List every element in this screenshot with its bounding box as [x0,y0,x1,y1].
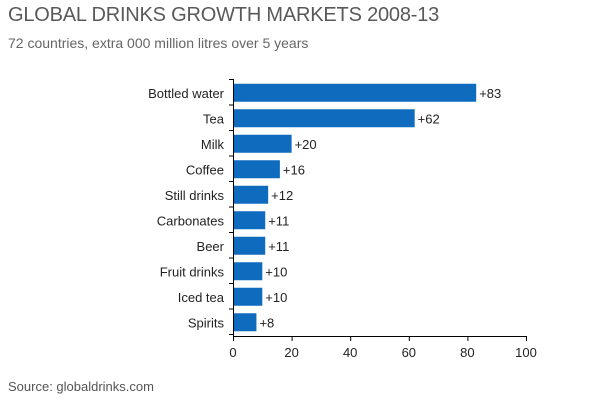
bar [233,109,415,128]
data-label: +16 [283,162,305,177]
source-note: Source: globaldrinks.com [8,379,154,394]
x-tick-label: 0 [229,345,236,360]
x-tick-label: 100 [515,345,537,360]
data-label: +11 [268,213,289,228]
category-label: Tea [203,111,225,126]
category-label: Spirits [188,315,225,330]
bar [233,211,266,230]
x-tick-label: 60 [402,345,416,360]
bars-group [233,83,477,332]
data-label: +12 [271,188,293,203]
category-label: Beer [197,239,225,254]
value-labels-group: +83 +62 +20 +16 +12 +11 +11 +10 +10 +8 [259,86,501,331]
category-label: Carbonates [157,213,225,228]
data-label: +20 [295,137,317,152]
category-label: Bottled water [148,86,225,101]
bar [233,83,477,102]
bar [233,185,269,204]
data-label: +10 [265,290,287,305]
data-label: +62 [418,111,440,126]
category-labels-group: Bottled water Tea Milk Coffee Still drinks Ca… [148,86,225,331]
bar [233,287,263,306]
x-tick-label: 80 [460,345,474,360]
data-label: +8 [259,315,274,330]
bar [233,262,263,281]
bar [233,313,257,332]
bar [233,160,280,179]
category-label: Iced tea [178,290,225,305]
chart-title: GLOBAL DRINKS GROWTH MARKETS 2008-13 [8,4,440,26]
bar [233,236,266,255]
category-label: Coffee [186,162,224,177]
category-label: Fruit drinks [160,264,225,279]
category-label: Still drinks [165,188,225,203]
x-tick-label: 40 [343,345,357,360]
data-label: +10 [265,264,287,279]
x-ticks-group: 0 20 40 60 80 100 [229,336,537,360]
chart-subtitle: 72 countries, extra 000 million litres o… [8,35,309,51]
category-label: Milk [201,137,225,152]
bar [233,134,292,153]
data-label: +83 [479,86,501,101]
x-tick-label: 20 [284,345,298,360]
data-label: +11 [268,239,289,254]
axes-group [229,79,526,337]
